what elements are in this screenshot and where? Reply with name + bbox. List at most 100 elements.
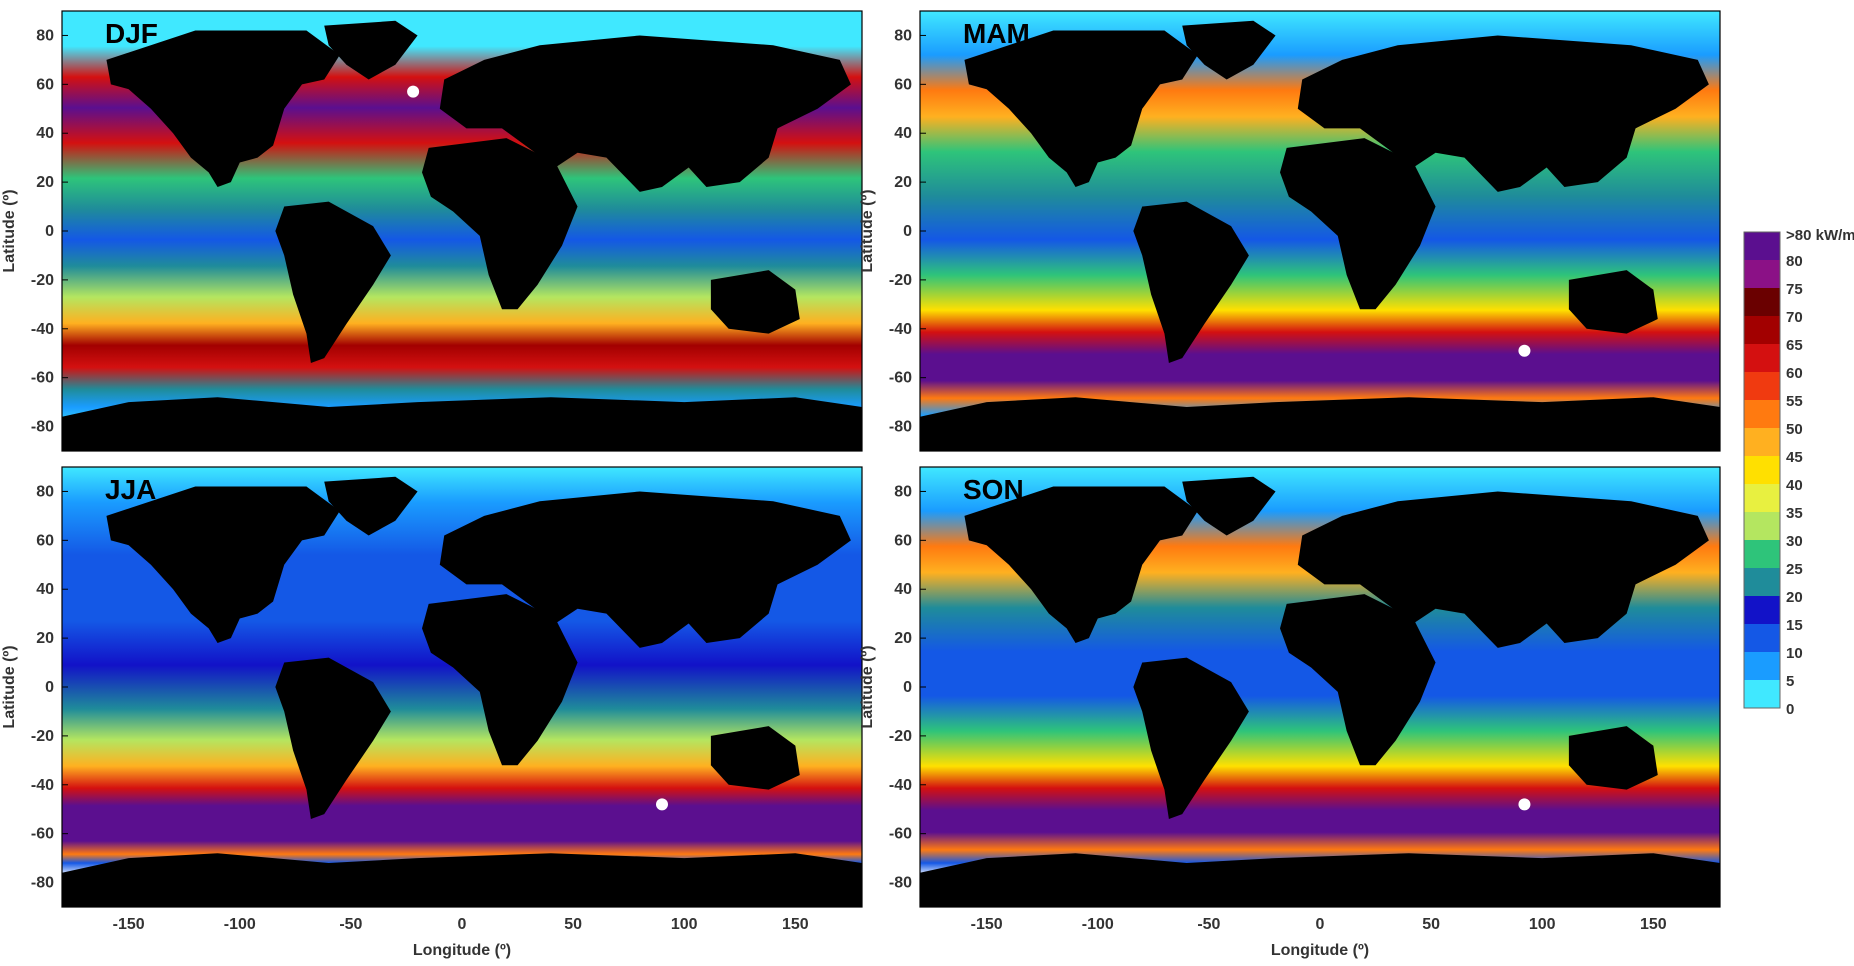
colorbar-tick-label: 10 [1786, 645, 1803, 662]
map-panel-djf: DJF 80 60 40 20 0 -20 -40 -60 -80 Latitude (º) [1, 10, 863, 452]
colorbar-tick-label: 50 [1786, 421, 1803, 438]
colorbar-swatch [1744, 540, 1780, 568]
y-tick-label: -60 [889, 370, 912, 387]
x-tick-label: 0 [1316, 916, 1325, 933]
y-tick-label: -20 [889, 272, 912, 289]
x-tick-label: 50 [1422, 916, 1440, 933]
y-tick-label: 40 [36, 581, 54, 598]
site-marker [1518, 798, 1531, 811]
x-tick-label: -50 [339, 916, 362, 933]
colorbar-tick-label: 55 [1786, 393, 1803, 410]
x-tick-label: 50 [564, 916, 582, 933]
y-tick-label: 0 [903, 679, 912, 696]
site-marker [656, 798, 668, 811]
y-tick-label: 40 [894, 125, 912, 142]
y-tick-label: -40 [889, 321, 912, 338]
x-tick-label: -100 [224, 916, 256, 933]
x-tick-label: -100 [1082, 916, 1114, 933]
y-tick-label: 20 [894, 174, 912, 191]
colorbar-tick-label: 45 [1786, 449, 1803, 466]
x-tick-label: 150 [782, 916, 809, 933]
colorbar-tick-label: 60 [1786, 365, 1803, 382]
y-axis-title: Latitude (º) [1, 189, 18, 272]
colorbar-tick-label: 80 [1786, 253, 1803, 270]
y-tick-label: 60 [36, 532, 54, 549]
y-tick-label: 0 [903, 223, 912, 240]
y-tick-label: 80 [894, 483, 912, 500]
y-tick-label: 60 [36, 76, 54, 93]
colorbar-tick-label: 70 [1786, 309, 1803, 326]
site-marker [1518, 344, 1531, 357]
colorbar-tick-label: 65 [1786, 337, 1803, 354]
colorbar-tick-label: 5 [1786, 673, 1794, 690]
y-tick-label: 0 [45, 223, 54, 240]
x-tick-label: 100 [1529, 916, 1556, 933]
y-axis-title: Latitude (º) [1, 645, 18, 728]
y-tick-label: 60 [894, 532, 912, 549]
x-axis-title: Longitude (º) [1271, 942, 1369, 959]
y-tick-label: -40 [889, 777, 912, 794]
colorbar-swatch [1744, 288, 1780, 316]
y-tick-label: -80 [889, 875, 912, 892]
y-tick-label: 0 [45, 679, 54, 696]
x-tick-label: -150 [113, 916, 145, 933]
y-tick-label: -60 [31, 370, 54, 387]
y-tick-label: 80 [36, 483, 54, 500]
colorbar-tick-label: 15 [1786, 617, 1803, 634]
y-tick-label: -40 [31, 321, 54, 338]
x-tick-label: -150 [971, 916, 1003, 933]
colorbar-tick-label: 20 [1786, 589, 1803, 606]
y-tick-label: 80 [36, 27, 54, 44]
colorbar-tick-label: 30 [1786, 533, 1803, 550]
colorbar-swatch [1744, 484, 1780, 512]
y-tick-label: 20 [894, 630, 912, 647]
y-tick-label: -80 [31, 419, 54, 436]
y-axis-title: Latitude (º) [859, 645, 876, 728]
colorbar-swatch [1744, 372, 1780, 400]
y-tick-label: -20 [31, 728, 54, 745]
x-tick-label: -50 [1197, 916, 1220, 933]
colorbar-tick-label: 40 [1786, 477, 1803, 494]
colorbar-swatch [1744, 456, 1780, 484]
y-tick-label: -80 [31, 875, 54, 892]
colorbar-swatch [1744, 400, 1780, 428]
y-tick-label: 60 [894, 76, 912, 93]
colorbar-swatch [1744, 316, 1780, 344]
colorbar-swatch [1744, 428, 1780, 456]
site-marker [407, 85, 420, 98]
colorbar-swatch [1744, 512, 1780, 540]
colorbar-swatch [1744, 260, 1780, 288]
map-panel-mam: MAM 80 60 40 20 0 -20 -40 -60 -80 Latitude (º) [859, 10, 1721, 452]
panel-label: JJA [105, 474, 156, 505]
y-tick-label: 40 [36, 125, 54, 142]
colorbar-swatch [1744, 568, 1780, 596]
y-tick-label: -20 [31, 272, 54, 289]
colorbar-swatch [1744, 624, 1780, 652]
y-tick-label: -40 [31, 777, 54, 794]
y-tick-label: 80 [894, 27, 912, 44]
colorbar-swatch [1744, 232, 1780, 260]
colorbar-tick-label: 25 [1786, 561, 1803, 578]
colorbar-unit-label: >80 kW/m [1786, 227, 1854, 244]
y-tick-label: -60 [889, 826, 912, 843]
colorbar-tick-label: 0 [1786, 701, 1794, 718]
y-tick-label: 40 [894, 581, 912, 598]
y-tick-label: -20 [889, 728, 912, 745]
x-tick-label: 150 [1640, 916, 1667, 933]
colorbar-swatch [1744, 596, 1780, 624]
y-tick-label: 20 [36, 174, 54, 191]
x-tick-label: 0 [458, 916, 467, 933]
colorbar-tick-label: 75 [1786, 281, 1803, 298]
x-axis-title: Longitude (º) [413, 942, 511, 959]
colorbar-tick-label: 35 [1786, 505, 1803, 522]
colorbar-frame [1743, 231, 1781, 709]
colorbar-swatch [1744, 344, 1780, 372]
y-tick-label: -60 [31, 826, 54, 843]
colorbar-swatch [1744, 652, 1780, 680]
map-panel-jja: JJA 80 60 40 20 0 -20 -40 -60 -80 -150 -100 -50 0 50 10… [1, 466, 863, 959]
panel-label: MAM [963, 18, 1030, 49]
panel-label: DJF [105, 18, 158, 49]
y-axis-title: Latitude (º) [859, 189, 876, 272]
